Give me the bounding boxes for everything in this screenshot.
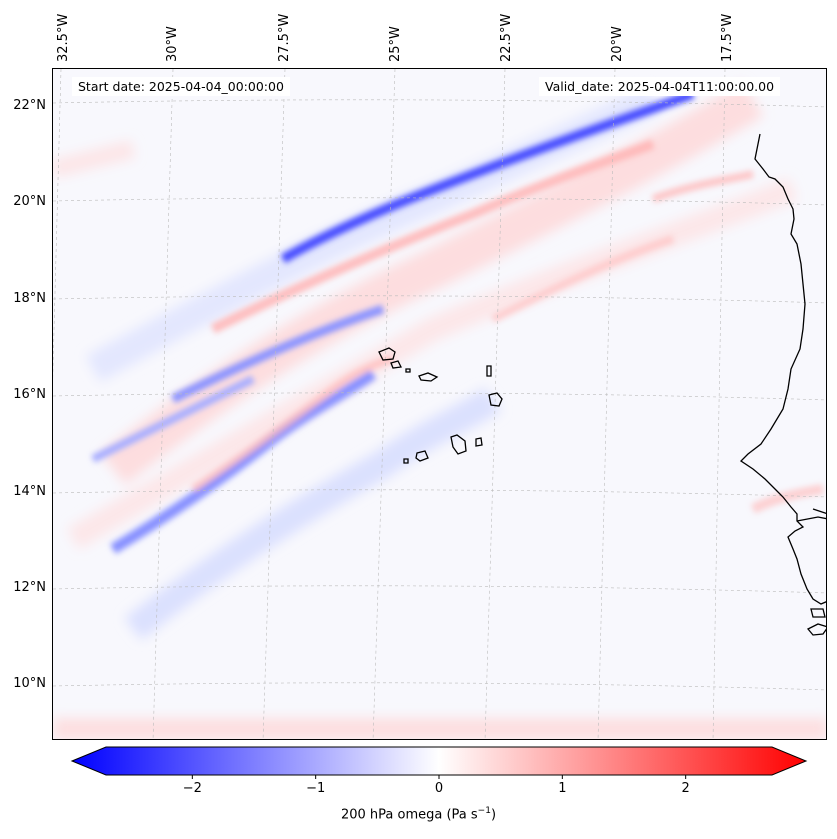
omega-field [53, 69, 826, 739]
colorbar-tick-label: 0 [434, 781, 444, 796]
colorbar [70, 746, 808, 779]
lon-label: 30°W [165, 26, 180, 62]
coastlines [378, 133, 826, 636]
lat-label: 16°N [13, 387, 46, 402]
lon-label: 20°W [610, 26, 625, 62]
lat-label: 12°N [13, 580, 46, 595]
colorbar-gradient [70, 746, 808, 776]
lat-label: 18°N [13, 291, 46, 306]
start-date-label: Start date: 2025-04-04_00:00:00 [72, 77, 290, 96]
lat-label: 10°N [13, 676, 46, 691]
lat-label: 14°N [13, 484, 46, 499]
lon-label: 17.5°W [720, 13, 735, 62]
lon-label: 27.5°W [277, 13, 292, 62]
lon-label: 25°W [388, 26, 403, 62]
colorbar-tick-label: 1 [558, 781, 567, 796]
colorbar-label: 200 hPa omega (Pa s−1) [340, 806, 497, 823]
colorbar-tick-label: 2 [681, 781, 690, 796]
lon-label: 32.5°W [56, 13, 71, 62]
map-panel [52, 68, 827, 740]
omega-cores [91, 89, 824, 555]
colorbar-tick-label: −1 [306, 781, 326, 796]
colorbar-tick-label: −2 [182, 781, 202, 796]
valid-date-label: Valid_date: 2025-04-04T11:00:00.00 [539, 77, 781, 96]
lon-label: 22.5°W [499, 13, 514, 62]
lat-label: 22°N [13, 98, 46, 113]
lat-label: 20°N [13, 194, 46, 209]
